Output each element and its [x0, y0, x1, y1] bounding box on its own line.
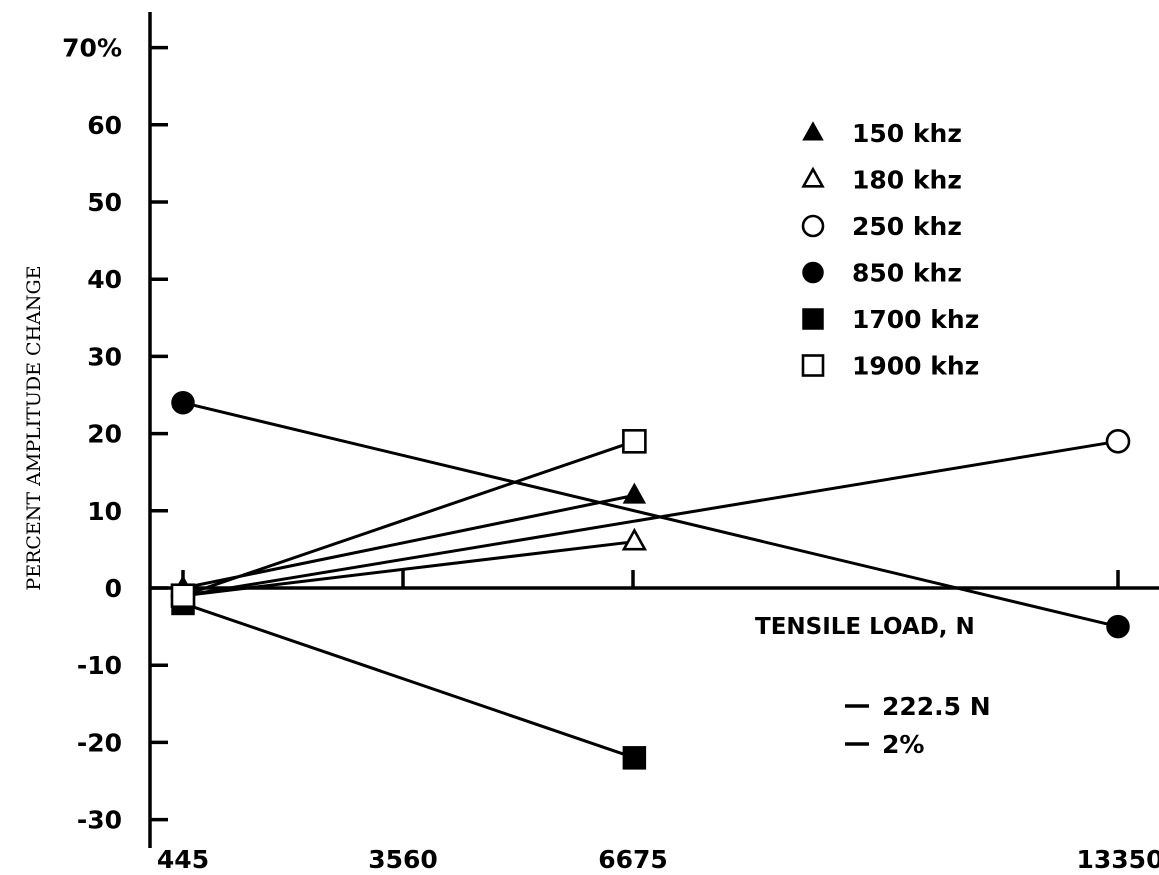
y-tick-label-50: 50 [87, 188, 122, 217]
series-markers [170, 390, 1131, 770]
data-point-150-khz-1 [622, 482, 647, 504]
y-axis-label: PERCENT AMPLITUDE CHANGE [23, 265, 45, 590]
legend-label-250-khz: 250 khz [852, 212, 962, 241]
legend-marker-850-khz [802, 261, 824, 284]
y-tick-label-40: 40 [87, 265, 122, 294]
legend-item-180-khz: 180 khz [801, 166, 962, 195]
data-point-850-khz-1 [1106, 614, 1130, 639]
y-tick-label-30: 30 [87, 342, 122, 371]
legend-item-1900-khz: 1900 khz [801, 352, 979, 381]
legend-marker-250-khz [801, 214, 825, 238]
x-axis-ticks: 445 3560 6675 13350 [157, 570, 1159, 874]
legend-item-250-khz: 250 khz [801, 212, 962, 241]
x-axis-label: TENSILE LOAD, N [755, 614, 975, 640]
legend-label-1900-khz: 1900 khz [852, 352, 979, 381]
legend-marker-1900-khz [801, 354, 825, 377]
series-line-150-khz [182, 493, 635, 590]
y-tick-label-10: -10 [77, 651, 122, 680]
legend-marker-150-khz [802, 121, 824, 141]
y-tick-label-20: -20 [77, 728, 122, 757]
x-tick-label-6675: 6675 [598, 845, 668, 874]
y-tick-label-20: 20 [87, 420, 122, 449]
y-tick-label-10: 10 [87, 497, 122, 526]
data-point-1900-khz-1 [622, 429, 647, 454]
legend-item-1700-khz: 1700 khz [802, 305, 979, 334]
y-axis-ticks: 70% 60 50 40 30 20 10 0 -10 -20 -30 [62, 34, 168, 835]
legend-label-850-khz: 850 khz [852, 259, 962, 288]
series-line-850-khz [182, 401, 1119, 629]
data-point-1700-khz-1 [622, 746, 647, 770]
scale-note-2pct: 2% [882, 730, 924, 759]
series-lines [182, 401, 1119, 760]
series-line-250-khz [182, 439, 1119, 598]
legend-item-850-khz: 850 khz [802, 259, 962, 288]
axes [148, 12, 1159, 848]
data-point-180-khz-1 [621, 527, 648, 551]
data-point-1900-khz-0 [170, 583, 196, 609]
legend-marker-180-khz [801, 166, 825, 188]
data-point-250-khz-1 [1105, 429, 1131, 454]
data-point-850-khz-0 [171, 390, 195, 415]
series-line-1700-khz [182, 602, 635, 760]
series-line-1900-khz [182, 439, 635, 598]
y-tick-label-70pct: 70% [62, 34, 122, 63]
legend: 150 khz 180 khz 250 khz 850 khz 1700 khz 1900… [801, 119, 979, 381]
y-tick-label-30: -30 [77, 806, 122, 835]
legend-label-1700-khz: 1700 khz [852, 305, 979, 334]
y-tick-label-60: 60 [87, 111, 122, 140]
scale-note-222-5-n: 222.5 N [882, 692, 991, 721]
scale-notes: 222.5 N 2% [845, 692, 991, 759]
legend-item-150-khz: 150 khz [802, 119, 962, 148]
series-line-180-khz [182, 540, 635, 598]
legend-marker-1700-khz [802, 308, 824, 330]
x-tick-label-3560: 3560 [368, 845, 438, 874]
legend-label-180-khz: 180 khz [852, 166, 962, 195]
x-tick-label-13350: 13350 [1077, 845, 1159, 874]
y-tick-label-0: 0 [105, 574, 122, 603]
legend-label-150-khz: 150 khz [852, 119, 962, 148]
x-tick-label-445: 445 [157, 845, 209, 874]
